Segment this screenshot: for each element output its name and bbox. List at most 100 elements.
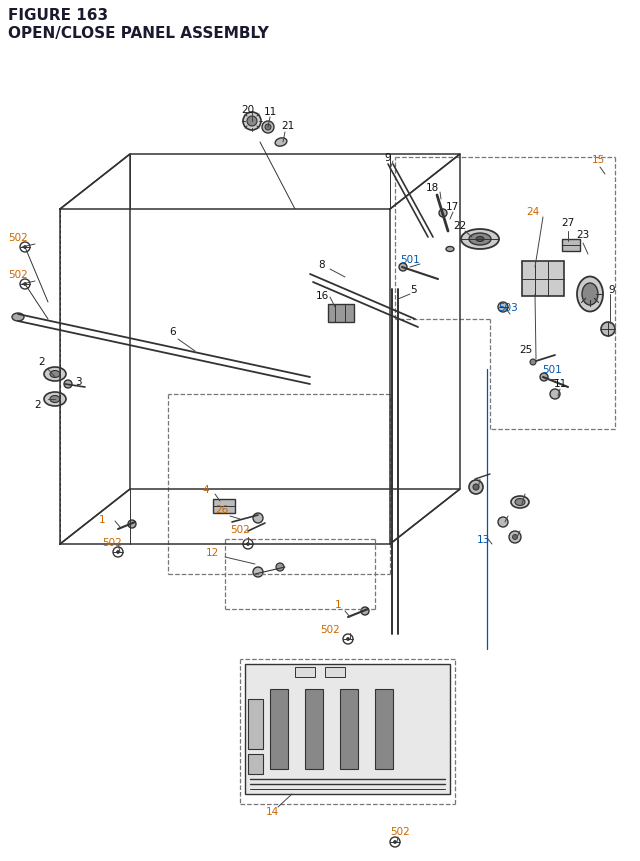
Text: 21: 21 (282, 121, 294, 131)
Circle shape (128, 520, 136, 529)
Text: 15: 15 (591, 155, 605, 164)
Circle shape (64, 381, 72, 388)
Text: 502: 502 (8, 269, 28, 280)
Text: 1: 1 (99, 514, 106, 524)
Circle shape (399, 263, 407, 272)
Ellipse shape (446, 247, 454, 252)
Bar (522, 262, 564, 297)
Bar (248, 754, 263, 774)
Bar (270, 689, 288, 769)
Text: 12: 12 (205, 548, 219, 557)
Text: 8: 8 (319, 260, 325, 269)
Text: 18: 18 (426, 183, 438, 193)
Circle shape (361, 607, 369, 616)
Text: 11: 11 (554, 379, 566, 388)
Text: 22: 22 (453, 220, 467, 231)
Text: 11: 11 (264, 107, 276, 117)
Ellipse shape (577, 277, 603, 313)
Circle shape (265, 125, 271, 131)
Text: 5: 5 (410, 285, 416, 294)
Text: 14: 14 (266, 806, 278, 816)
Text: OPEN/CLOSE PANEL ASSEMBLY: OPEN/CLOSE PANEL ASSEMBLY (8, 26, 269, 41)
Ellipse shape (515, 499, 525, 506)
Ellipse shape (50, 371, 60, 378)
Text: 503: 503 (498, 303, 518, 313)
Circle shape (540, 374, 548, 381)
Bar (340, 689, 358, 769)
Text: 27: 27 (561, 218, 575, 228)
Circle shape (24, 246, 26, 249)
Circle shape (513, 535, 518, 540)
Text: 502: 502 (390, 826, 410, 836)
Text: 4: 4 (203, 485, 209, 494)
Circle shape (469, 480, 483, 494)
Circle shape (113, 548, 123, 557)
Text: 23: 23 (577, 230, 589, 239)
Text: 24: 24 (526, 207, 540, 217)
Circle shape (390, 837, 400, 847)
Text: FIGURE 163: FIGURE 163 (8, 8, 108, 23)
Ellipse shape (511, 497, 529, 508)
Ellipse shape (461, 230, 499, 250)
Circle shape (246, 543, 250, 546)
Circle shape (276, 563, 284, 572)
Text: 2: 2 (38, 356, 45, 367)
Text: 502: 502 (102, 537, 122, 548)
Bar (375, 689, 393, 769)
Circle shape (530, 360, 536, 366)
Circle shape (253, 513, 263, 523)
Ellipse shape (275, 139, 287, 147)
Ellipse shape (476, 238, 484, 242)
Bar (305, 689, 323, 769)
Bar (295, 667, 315, 678)
Circle shape (550, 389, 560, 400)
Text: 502: 502 (320, 624, 340, 635)
Ellipse shape (50, 396, 60, 403)
Text: 6: 6 (170, 326, 176, 337)
Text: 501: 501 (400, 255, 420, 264)
Ellipse shape (582, 283, 598, 306)
Ellipse shape (44, 393, 66, 406)
Ellipse shape (12, 313, 24, 322)
Bar (325, 667, 345, 678)
Circle shape (601, 323, 615, 337)
Circle shape (439, 210, 447, 218)
Ellipse shape (469, 233, 491, 245)
Circle shape (473, 485, 479, 491)
Text: 25: 25 (520, 344, 532, 355)
Text: 502: 502 (8, 232, 28, 243)
Bar (245, 664, 450, 794)
Circle shape (24, 283, 26, 286)
Ellipse shape (44, 368, 66, 381)
Text: 20: 20 (241, 105, 255, 115)
Bar (328, 305, 354, 323)
Text: 16: 16 (316, 291, 328, 300)
Circle shape (346, 638, 349, 641)
Text: 1: 1 (335, 599, 341, 610)
Circle shape (243, 539, 253, 549)
Circle shape (262, 122, 274, 133)
Circle shape (394, 840, 397, 844)
Text: 26: 26 (216, 505, 228, 514)
Bar (562, 239, 580, 251)
Circle shape (116, 551, 120, 554)
Text: 3: 3 (75, 376, 81, 387)
Bar (213, 499, 235, 513)
Text: 9: 9 (385, 152, 391, 163)
Circle shape (498, 517, 508, 528)
Text: 2: 2 (35, 400, 42, 410)
Text: 17: 17 (445, 201, 459, 212)
Circle shape (509, 531, 521, 543)
Circle shape (243, 113, 261, 131)
Text: 501: 501 (542, 364, 562, 375)
Circle shape (253, 567, 263, 578)
Text: 13: 13 (476, 535, 490, 544)
Text: 502: 502 (230, 524, 250, 535)
Circle shape (498, 303, 508, 313)
Text: 9: 9 (609, 285, 615, 294)
Circle shape (20, 280, 30, 289)
Circle shape (20, 243, 30, 253)
Bar (248, 699, 263, 749)
Circle shape (247, 117, 257, 127)
Circle shape (343, 635, 353, 644)
